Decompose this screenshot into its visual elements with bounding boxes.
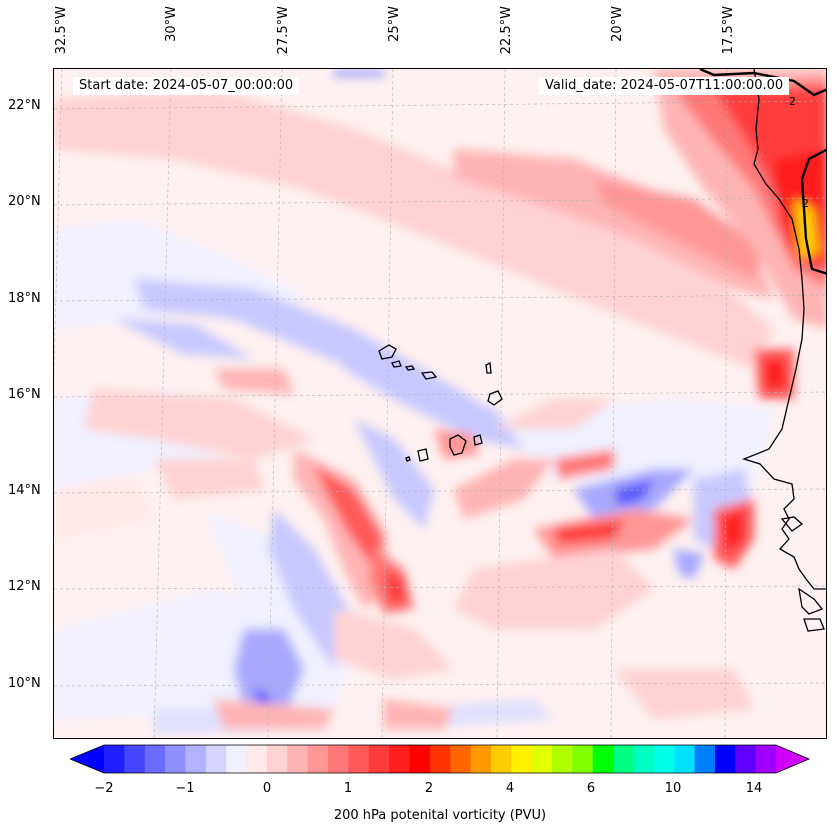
lat-label-12n: 12°N bbox=[8, 579, 41, 594]
colorbar-segment bbox=[185, 745, 207, 773]
colorbar-extend-min bbox=[70, 745, 104, 773]
colorbar-tick-label: 2 bbox=[424, 781, 434, 796]
colorbar-segment bbox=[755, 745, 777, 773]
lat-label-18n: 18°N bbox=[8, 291, 41, 306]
colorbar-segment bbox=[307, 745, 329, 773]
lon-label-32-5w: 32.5°W bbox=[54, 6, 69, 55]
colorbar-tick-label: 1 bbox=[343, 781, 353, 796]
colorbar-segment bbox=[368, 745, 390, 773]
west-africa-coastline bbox=[742, 69, 826, 632]
colorbar-tick-label: −2 bbox=[94, 781, 114, 796]
colorbar-segment bbox=[287, 745, 309, 773]
start-date-label: Start date: 2024-05-07_00:00:00 bbox=[73, 77, 300, 95]
pv-contour-map: 2 2 bbox=[54, 69, 826, 738]
colorbar-segment bbox=[531, 745, 553, 773]
contour-label: 2 bbox=[802, 197, 809, 210]
colorbar-segment bbox=[490, 745, 512, 773]
cape-verde-islands bbox=[378, 344, 503, 462]
colorbar-segment bbox=[328, 745, 349, 773]
colorbar-outline bbox=[70, 744, 810, 774]
lat-label-20n: 20°N bbox=[8, 194, 41, 209]
colorbar-segment bbox=[205, 745, 227, 773]
lon-label-22-5w: 22.5°W bbox=[499, 6, 514, 55]
colorbar-segment bbox=[348, 745, 370, 773]
colorbar-tick-label: −1 bbox=[175, 781, 195, 796]
colorbar-segment bbox=[429, 745, 451, 773]
colorbar-segment bbox=[124, 745, 146, 773]
lon-label-27-5w: 27.5°W bbox=[276, 6, 291, 55]
colorbar-segment bbox=[104, 745, 125, 773]
colorbar-tick-label: 14 bbox=[745, 781, 763, 796]
colorbar-segment bbox=[450, 745, 472, 773]
colorbar-segment bbox=[633, 745, 655, 773]
lat-label-16n: 16°N bbox=[8, 387, 41, 402]
colorbar-segment bbox=[735, 745, 757, 773]
colorbar-segment bbox=[144, 745, 166, 773]
colorbar-tick-label: 4 bbox=[505, 781, 515, 796]
colorbar-segment bbox=[592, 745, 614, 773]
colorbar-tick-label: 6 bbox=[586, 781, 596, 796]
colorbar-segment bbox=[674, 745, 696, 773]
colorbar-segment bbox=[714, 745, 736, 773]
colorbar bbox=[70, 744, 810, 774]
lat-label-10n: 10°N bbox=[8, 676, 41, 691]
colorbar-tick-label: 10 bbox=[664, 781, 682, 796]
lon-label-30w: 30°W bbox=[164, 6, 179, 42]
colorbar-title: 200 hPa potenital vorticity (PVU) bbox=[333, 808, 547, 823]
colorbar-segment bbox=[470, 745, 492, 773]
lat-label-22n: 22°N bbox=[8, 98, 41, 113]
lon-label-20w: 20°W bbox=[610, 6, 625, 42]
colorbar-segment bbox=[246, 745, 268, 773]
valid-date-label: Valid_date: 2024-05-07T11:00:00.00 bbox=[539, 77, 790, 95]
colorbar-segment bbox=[409, 745, 431, 773]
colorbar-segment bbox=[572, 745, 594, 773]
lon-label-17-5w: 17.5°W bbox=[721, 6, 736, 55]
pv-field bbox=[54, 69, 826, 734]
colorbar-segment bbox=[511, 745, 533, 773]
colorbar-segment bbox=[613, 745, 635, 773]
colorbar-extend-max bbox=[776, 745, 810, 773]
lat-label-14n: 14°N bbox=[8, 483, 41, 498]
colorbar-segment bbox=[266, 745, 288, 773]
colorbar-segment bbox=[552, 745, 573, 773]
map-frame: 2 2 bbox=[53, 68, 827, 739]
colorbar-segment bbox=[226, 745, 248, 773]
lon-label-25w: 25°W bbox=[387, 6, 402, 42]
colorbar-segment bbox=[165, 745, 187, 773]
colorbar-segment bbox=[653, 745, 675, 773]
colorbar-segment bbox=[389, 745, 411, 773]
contour-label: 2 bbox=[789, 95, 796, 108]
gridlines bbox=[54, 69, 826, 738]
colorbar-tick-label: 0 bbox=[262, 781, 272, 796]
colorbar-segment bbox=[694, 745, 716, 773]
